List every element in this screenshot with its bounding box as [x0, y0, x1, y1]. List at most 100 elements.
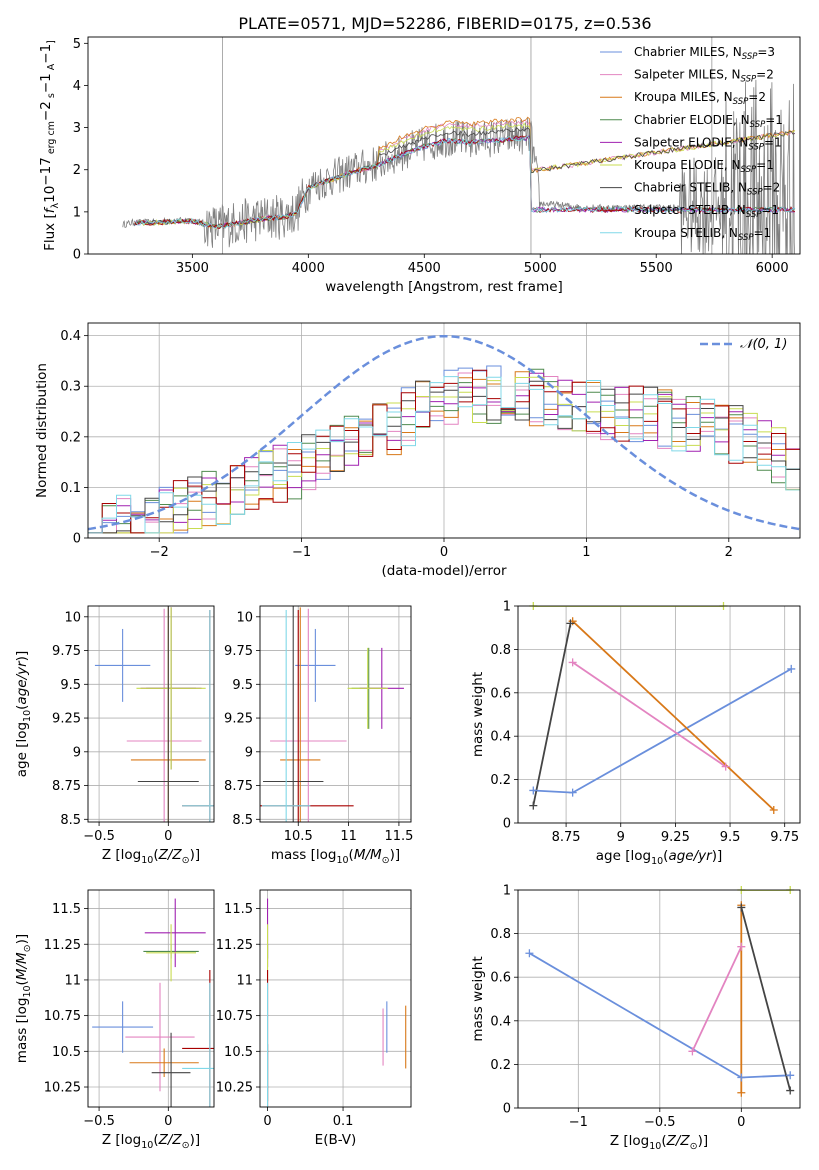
x-tick-label: −0.5 — [83, 1114, 115, 1129]
model-spectrum-line — [134, 127, 796, 229]
panel-residuals: −2 −1 0 1 2 0 0.1 0.2 0.3 0.4 (data-model)/error No… — [34, 322, 801, 579]
mass-weight-marker — [786, 1086, 795, 1095]
x-tick-label: 0 — [263, 1114, 271, 1129]
y-tick-label: 10.5 — [52, 1045, 81, 1060]
x-tick-label: 8.75 — [552, 830, 581, 845]
axes-frame-age_vs_mass — [259, 605, 412, 823]
y-tick-label: 8.5 — [60, 813, 81, 828]
mass-weight-marker — [568, 658, 577, 667]
x-tick-label: 5500 — [640, 261, 673, 276]
legend-entry: Chabrier ELODIE, NSSP=1 — [634, 113, 783, 130]
mass-weight-marker — [525, 949, 534, 958]
x-axis-label: Z [log10(Z/Z⊙)] — [102, 1132, 200, 1151]
x-tick-label: 6000 — [756, 261, 789, 276]
y-tick-label: 2 — [73, 163, 81, 178]
x-axis-label: Z [log10(Z/Z⊙)] — [610, 1133, 708, 1152]
x-tick-label: 0 — [737, 1115, 745, 1130]
y-axis-label: mass [log10(M/M⊙)] — [14, 934, 33, 1063]
y-axis-label: age [log10(age/yr)] — [14, 651, 33, 777]
y-tick-label: 10.25 — [44, 1081, 81, 1096]
legend-entry: Salpeter ELODIE, NSSP=1 — [634, 135, 782, 152]
y-tick-label: 0 — [503, 1102, 511, 1117]
mass-weight-marker — [568, 788, 577, 797]
x-axis-label: mass [log10(M/M⊙)] — [271, 847, 400, 866]
mass-weight-marker — [737, 1073, 746, 1082]
y-tick-label: 0.2 — [490, 1058, 511, 1073]
y-tick-label: 8.75 — [52, 779, 81, 794]
x-tick-label: −0.5 — [83, 829, 115, 844]
x-axis-label: age [log10(age/yr)] — [596, 848, 722, 867]
x-tick-label: 4000 — [292, 261, 325, 276]
plot-area-age_vs_mass — [260, 606, 411, 822]
figure-title: PLATE=0571, MJD=52286, FIBERID=0175, z=0… — [238, 14, 651, 33]
y-tick-label: 9.75 — [224, 644, 253, 659]
y-tick-label: 9.25 — [224, 712, 253, 727]
panel-spectrum: 3500 4000 4500 5000 5500 6000 0 1 2 3 4 5 wavelength… — [38, 36, 801, 295]
mass-weight-marker — [737, 903, 746, 912]
residual-histogram — [88, 380, 800, 534]
panel-age_vs_Z: −0.5 0 8.5 8.75 9 9.25 9.5 9.75 10 Z [log10(Z/Z⊙)… — [14, 605, 215, 866]
y-tick-label: 1 — [503, 884, 511, 899]
y-tick-label: 0.8 — [490, 643, 511, 658]
x-axis-label: E(B-V) — [315, 1132, 357, 1148]
y-tick-label: 8.5 — [232, 813, 253, 828]
y-tick-label: 11 — [64, 973, 81, 988]
plot-area-spectrum — [122, 37, 796, 254]
y-tick-label: 0.2 — [60, 430, 81, 445]
axes-frame-residuals — [87, 322, 801, 539]
y-tick-label: 0 — [503, 817, 511, 832]
model-spectrum-line — [134, 135, 796, 230]
plot-area-mass_weight_vs_Z — [518, 890, 800, 1108]
x-tick-label: 9 — [617, 830, 625, 845]
mass-weight-line — [740, 907, 792, 1091]
x-tick-label: 9.5 — [720, 830, 741, 845]
plot-area-residuals — [88, 323, 800, 538]
x-tick-label: 10.5 — [284, 829, 313, 844]
mass-weight-line — [532, 623, 572, 806]
y-tick-label: 0.6 — [490, 686, 511, 701]
y-tick-label: 1 — [73, 205, 81, 220]
y-tick-label: 5 — [73, 37, 81, 52]
x-tick-label: 0 — [164, 1114, 172, 1129]
y-axis-label: Flux [fλ10−17 erg cm−2 s−1 A−1] — [38, 40, 61, 251]
legend-entry: Chabrier STELIB, NSSP=2 — [634, 181, 780, 198]
y-tick-label: 0.4 — [490, 1014, 511, 1029]
plot-area-mass_vs_Z — [88, 890, 214, 1107]
x-axis-label: (data-model)/error — [381, 563, 507, 579]
y-tick-label: 0.8 — [490, 927, 511, 942]
mass-weight-line — [533, 668, 792, 794]
y-tick-label: 11.25 — [216, 938, 253, 953]
y-tick-label: 11 — [236, 973, 253, 988]
y-tick-label: 9.5 — [60, 678, 81, 693]
x-tick-label: 0 — [440, 545, 448, 560]
y-tick-label: 0 — [73, 532, 81, 547]
y-tick-label: 9 — [245, 745, 253, 760]
y-tick-label: 10 — [236, 610, 253, 625]
mass-weight-marker — [787, 664, 796, 673]
axes-frame-mass_weight_vs_age — [517, 605, 801, 824]
panel-ebv: 0 0.1 10.25 10.5 10.75 11 11.25 11.5 E(B-V) — [216, 889, 412, 1148]
y-tick-label: 1 — [503, 600, 511, 615]
x-tick-label: 3500 — [176, 261, 209, 276]
y-tick-label: 0.4 — [60, 329, 81, 344]
x-tick-label: 11.5 — [384, 829, 413, 844]
x-axis-label: wavelength [Angstrom, rest frame] — [325, 279, 563, 295]
residual-histogram — [88, 368, 800, 534]
y-tick-label: 9.25 — [52, 712, 81, 727]
residual-histogram — [88, 365, 800, 534]
legend-entry: Salpeter MILES, NSSP=2 — [634, 68, 774, 85]
y-tick-label: 0.1 — [60, 481, 81, 496]
y-tick-label: 11.5 — [224, 902, 253, 917]
mass-weight-marker — [529, 786, 538, 795]
panels: 3500 4000 4500 5000 5500 6000 0 1 2 3 4 5 wavelength… — [14, 36, 801, 1152]
mass-weight-marker — [688, 1047, 697, 1056]
legend-entry: Kroupa STELIB, NSSP=1 — [634, 226, 771, 243]
legend-entry: Kroupa MILES, NSSP=2 — [634, 90, 766, 107]
axes-frame-mass_vs_Z — [87, 889, 215, 1108]
normal-curve — [88, 334, 800, 531]
y-tick-label: 10.25 — [216, 1081, 253, 1096]
x-tick-label: −1 — [569, 1115, 588, 1130]
x-tick-label: 11 — [340, 829, 357, 844]
x-tick-label: 5000 — [524, 261, 557, 276]
